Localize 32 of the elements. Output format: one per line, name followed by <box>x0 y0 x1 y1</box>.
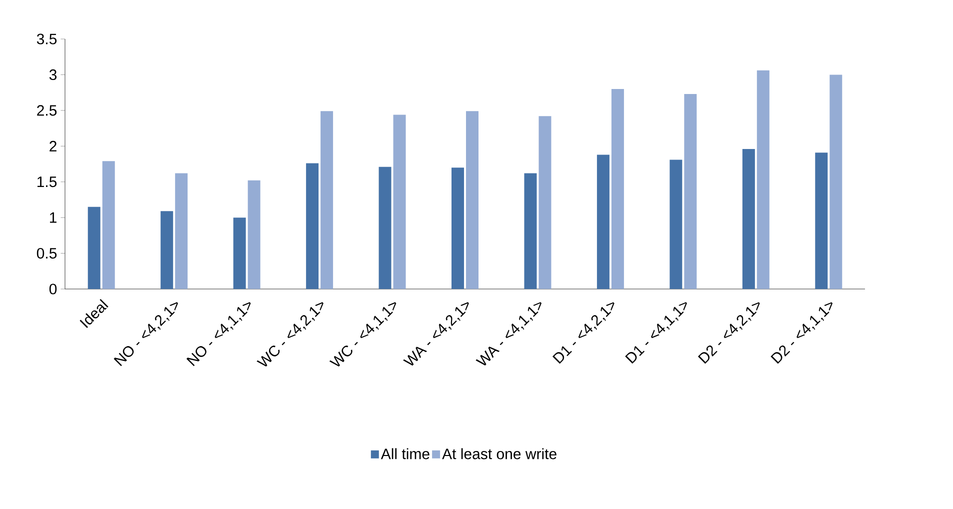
y-tick-label: 3.5 <box>36 34 57 44</box>
bar <box>756 70 770 290</box>
bar <box>248 180 260 290</box>
y-tick-label: 0.5 <box>36 248 57 259</box>
bar <box>393 114 406 290</box>
bar <box>815 152 828 290</box>
y-tick-label: 1.5 <box>37 176 57 188</box>
legend-label: All time <box>380 448 430 460</box>
bar <box>596 154 610 290</box>
y-tick-label: 1 <box>50 212 56 223</box>
bar <box>320 111 334 290</box>
bar <box>670 160 682 290</box>
bar <box>88 206 100 290</box>
bar <box>160 211 174 290</box>
bar <box>306 163 319 290</box>
bar <box>175 173 188 290</box>
bar <box>233 218 246 290</box>
y-tick-label: 2 <box>50 140 56 152</box>
bar <box>466 111 479 290</box>
bar <box>378 166 392 290</box>
bar <box>452 168 464 290</box>
bar <box>102 161 115 290</box>
bar <box>830 74 842 290</box>
bar <box>524 173 537 290</box>
y-tick-label: 0 <box>49 284 57 294</box>
legend-label: At least one write <box>442 448 556 460</box>
y-tick-label: 3 <box>49 69 57 80</box>
bar <box>684 94 697 290</box>
bar <box>742 149 755 290</box>
bar <box>611 89 624 290</box>
bar <box>538 116 552 290</box>
y-tick-label: 2.5 <box>37 105 57 116</box>
